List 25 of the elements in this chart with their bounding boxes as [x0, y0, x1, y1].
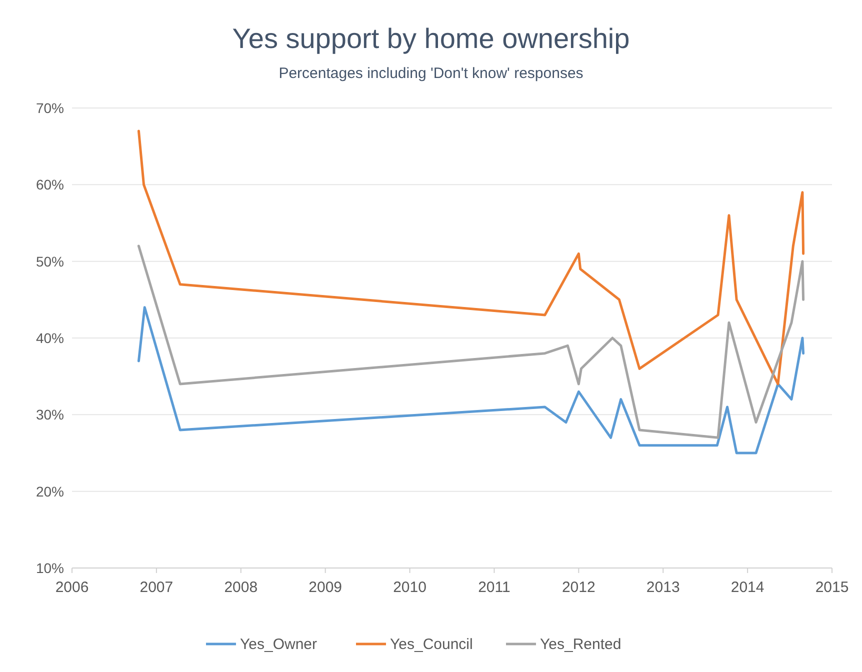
- x-tick-label: 2014: [730, 579, 764, 596]
- x-tick-label: 2015: [815, 579, 849, 596]
- chart-subtitle: Percentages including 'Don't know' responses: [278, 65, 584, 82]
- x-tick-label: 2009: [308, 579, 342, 596]
- x-tick-label: 2007: [140, 579, 174, 596]
- x-tick-label: 2010: [393, 579, 426, 596]
- line-series: [137, 306, 805, 454]
- y-tick-label: 20%: [36, 483, 64, 500]
- y-tick-label: 30%: [36, 406, 64, 423]
- chart-title: Yes support by home ownership: [232, 23, 630, 54]
- legend-label: Yes_Owner: [240, 636, 317, 653]
- legend-label: Yes_Council: [390, 636, 473, 653]
- x-tick-label: 2012: [562, 579, 596, 596]
- legend-label: Yes_Rented: [540, 636, 622, 653]
- x-tick-label: 2006: [55, 579, 89, 596]
- x-tick-label: 2008: [224, 579, 258, 596]
- y-tick-label: 10%: [36, 560, 64, 576]
- x-tick-label: 2013: [646, 579, 680, 596]
- line-series: [137, 244, 805, 439]
- line-series: [137, 130, 805, 386]
- y-tick-label: 50%: [36, 253, 64, 270]
- y-tick-label: 70%: [36, 100, 64, 116]
- y-tick-label: 60%: [36, 176, 64, 193]
- y-tick-label: 40%: [36, 330, 64, 346]
- x-tick-label: 2011: [478, 579, 510, 596]
